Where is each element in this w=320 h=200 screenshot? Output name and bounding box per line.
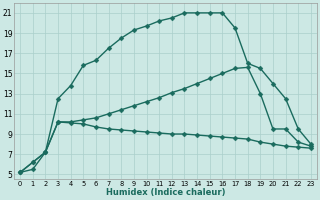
X-axis label: Humidex (Indice chaleur): Humidex (Indice chaleur) xyxy=(106,188,225,197)
